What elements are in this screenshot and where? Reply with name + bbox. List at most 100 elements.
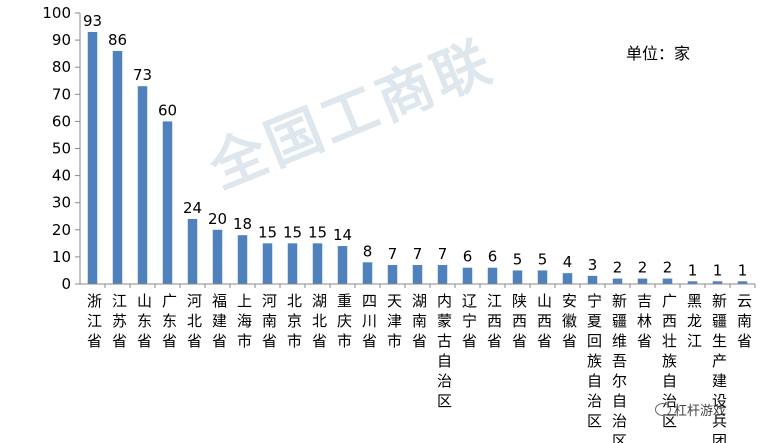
category-label: 河南省 xyxy=(262,292,277,350)
bar xyxy=(712,281,723,284)
bar-value-label: 73 xyxy=(133,66,152,84)
category-label: 宁夏回族自治区 xyxy=(587,292,602,430)
bar-value-label: 2 xyxy=(638,259,648,277)
bar-value-label: 24 xyxy=(183,199,202,217)
bar-value-label: 20 xyxy=(208,210,227,228)
bar-value-label: 15 xyxy=(258,223,277,241)
bar-value-label: 1 xyxy=(688,261,698,279)
y-tick-label: 50 xyxy=(52,140,71,158)
bar xyxy=(737,281,748,284)
bar xyxy=(462,267,473,284)
bar-value-label: 7 xyxy=(388,245,398,263)
category-label: 内蒙古自治区 xyxy=(437,292,452,410)
bar-value-label: 2 xyxy=(663,259,673,277)
bar-value-label: 8 xyxy=(363,242,373,260)
bar xyxy=(562,273,573,284)
category-label: 新疆生产建设兵团 xyxy=(712,292,727,443)
category-label: 辽宁省 xyxy=(462,292,477,350)
y-tick-label: 30 xyxy=(52,194,71,212)
category-label: 陕西省 xyxy=(512,292,527,350)
bar-value-label: 60 xyxy=(158,101,177,119)
bar xyxy=(537,270,548,284)
category-label: 江西省 xyxy=(487,292,502,350)
bar xyxy=(362,262,373,284)
bar-value-label: 86 xyxy=(108,31,127,49)
bars xyxy=(87,31,756,288)
y-tick-label: 80 xyxy=(52,58,71,76)
category-label: 四川省 xyxy=(362,292,377,350)
bar xyxy=(112,50,123,284)
bar xyxy=(437,265,448,284)
category-label: 广西壮族自治区 xyxy=(662,292,677,430)
bar xyxy=(612,278,623,284)
bar-value-label: 3 xyxy=(588,256,598,274)
category-label: 湖南省 xyxy=(412,292,427,350)
category-label: 北京市 xyxy=(287,292,302,350)
bar-value-label: 1 xyxy=(713,261,723,279)
bar xyxy=(262,243,273,284)
bar-value-label: 6 xyxy=(488,248,498,266)
bar-value-label: 7 xyxy=(413,245,423,263)
bar xyxy=(287,243,298,284)
bar xyxy=(87,31,98,284)
bar-value-label: 15 xyxy=(283,223,302,241)
y-tick-label: 40 xyxy=(52,167,71,185)
category-label: 江苏省 xyxy=(112,292,127,350)
bar xyxy=(587,275,598,284)
category-label: 山东省 xyxy=(137,292,152,350)
bar xyxy=(512,270,523,284)
y-tick-label: 0 xyxy=(61,275,71,293)
category-label: 重庆市 xyxy=(337,292,352,350)
category-label: 山西省 xyxy=(537,292,552,350)
bar xyxy=(637,278,648,284)
bar xyxy=(162,121,173,285)
category-label: 广东省 xyxy=(162,292,177,350)
category-label: 黑龙江 xyxy=(687,292,702,350)
bar xyxy=(312,243,323,284)
y-tick-label: 70 xyxy=(52,85,71,103)
category-label: 河北省 xyxy=(187,292,202,350)
y-axis: 0 10 20 30 40 50 60 70 80 90 100 xyxy=(42,4,80,293)
bar-value-label: 4 xyxy=(563,253,573,271)
bar-value-label: 14 xyxy=(333,226,352,244)
category-label: 吉林省 xyxy=(637,292,652,350)
bar-value-label: 18 xyxy=(233,215,252,233)
bar xyxy=(412,265,423,284)
bar xyxy=(337,246,348,284)
category-label: 上海市 xyxy=(237,292,252,350)
bar xyxy=(137,86,148,284)
y-tick-label: 90 xyxy=(52,31,71,49)
bar-value-label: 5 xyxy=(513,250,523,268)
y-tick-label: 20 xyxy=(52,221,71,239)
bar xyxy=(212,229,223,284)
category-label: 安徽省 xyxy=(562,292,577,350)
bar xyxy=(487,267,498,284)
y-tick-label: 10 xyxy=(52,248,71,266)
y-tick-label: 60 xyxy=(52,112,71,130)
y-tick-label: 100 xyxy=(42,4,71,22)
category-label: 新疆维吾尔自治区 xyxy=(612,292,627,443)
bar-value-label: 7 xyxy=(438,245,448,263)
bar xyxy=(187,218,198,284)
bar-value-label: 1 xyxy=(738,261,748,279)
bar-value-label: 15 xyxy=(308,223,327,241)
brand-watermark: 杠杆游戏 xyxy=(655,400,726,419)
brand-text: 杠杆游戏 xyxy=(674,404,727,419)
category-label: 福建省 xyxy=(212,292,227,350)
category-labels: 浙江省江苏省山东省广东省河北省福建省上海市河南省北京市湖北省重庆市四川省天津市湖… xyxy=(87,292,752,443)
bar xyxy=(687,281,698,284)
wechat-icon xyxy=(655,403,671,416)
bar xyxy=(662,278,673,284)
bar-value-label: 5 xyxy=(538,250,548,268)
bar-value-label: 2 xyxy=(613,259,623,277)
bar-value-label: 93 xyxy=(83,12,102,30)
bar-value-label: 6 xyxy=(463,248,473,266)
category-label: 云南省 xyxy=(737,292,752,350)
category-label: 天津市 xyxy=(387,292,402,350)
unit-label: 单位：家 xyxy=(626,44,691,63)
category-label: 浙江省 xyxy=(87,292,102,350)
category-label: 湖北省 xyxy=(312,292,327,350)
bar xyxy=(387,265,398,284)
